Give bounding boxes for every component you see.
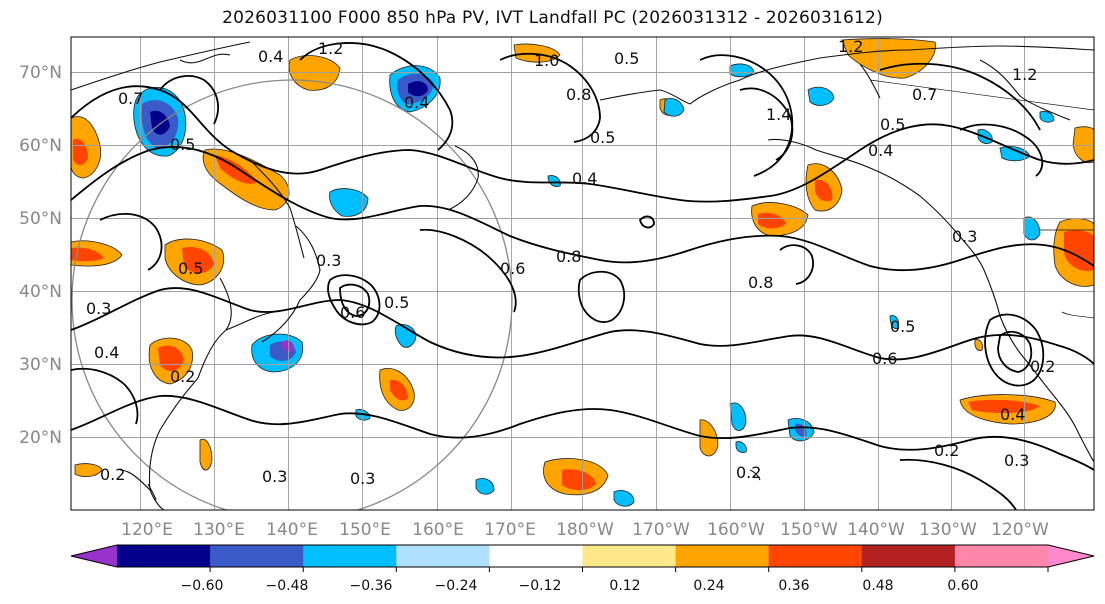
contour-label: 1.0	[534, 51, 559, 70]
contour-label: 0.4	[868, 141, 893, 160]
longitude-label: 150°W	[780, 520, 838, 540]
contour-label: 1.4	[766, 105, 791, 124]
contour-label: 0.4	[404, 93, 429, 112]
contour-label: 0.2	[736, 463, 761, 482]
colorbar-tick-label: 0.36	[778, 578, 809, 594]
longitude-label: 170°W	[632, 520, 690, 540]
gridlines	[71, 37, 1094, 510]
pv-contours	[71, 42, 1094, 510]
contour-label: 0.5	[880, 115, 905, 134]
contour-label: 0.6	[340, 303, 365, 322]
colorbar-tick-label: 0.24	[693, 578, 724, 594]
colorbar-bin	[954, 545, 1049, 567]
colorbar-bin	[396, 545, 490, 567]
contour-label: 0.4	[1000, 405, 1025, 424]
contour-label: 0.4	[94, 343, 119, 362]
colorbar: −0.60 −0.48 −0.36 −0.24 −0.12 0.12 0.24 …	[70, 544, 1095, 594]
longitude-label: 140°W	[847, 520, 905, 540]
colorbar-bin	[768, 545, 863, 567]
contour-label: 0.4	[258, 47, 283, 66]
colorbar-tick-label: −0.36	[350, 578, 393, 594]
latitude-label: 40°N	[19, 282, 62, 302]
colorbar-tick-label: −0.60	[181, 578, 224, 594]
latitude-label: 50°N	[19, 209, 62, 229]
contour-label: 0.3	[952, 227, 977, 246]
contour-label: 0.6	[500, 259, 525, 278]
longitude-label: 170°E	[484, 520, 536, 540]
contour-label: 0.5	[590, 128, 615, 147]
contour-label: 0.3	[316, 251, 341, 270]
colorbar-bin	[117, 545, 211, 567]
colorbar-tick-label: 0.12	[609, 578, 640, 594]
contour-label: 0.4	[572, 169, 597, 188]
longitude-label: 120°E	[121, 520, 173, 540]
colorbar-bin	[489, 545, 584, 567]
colorbar-min-extension	[71, 545, 117, 567]
country-borders	[869, 79, 1094, 319]
longitude-label: 120°W	[991, 520, 1049, 540]
contour-label: 1.2	[318, 39, 343, 58]
contour-label: 0.6	[872, 349, 897, 368]
longitude-label: 160°E	[412, 520, 464, 540]
colorbar-tick-label: −0.24	[435, 578, 478, 594]
contour-label: 0.5	[614, 49, 639, 68]
colorbar-bin	[303, 545, 397, 567]
colorbar-outline	[70, 544, 1095, 568]
colorbar-tick-label: −0.48	[266, 578, 309, 594]
longitude-label: 140°E	[266, 520, 318, 540]
contour-label: 0.5	[170, 135, 195, 154]
longitude-axis: 120°E 130°E 140°E 150°E 160°E 170°E 180°…	[121, 520, 1049, 540]
colorbar-bin	[582, 545, 677, 567]
longitude-label: 150°E	[339, 520, 391, 540]
contour-label: 0.8	[748, 273, 773, 292]
contour-label: 0.3	[350, 469, 375, 488]
contour-label: 0.5	[178, 259, 203, 278]
contour-label: 0.3	[262, 467, 287, 486]
map-title: 2026031100 F000 850 hPa PV, IVT Landfall…	[222, 8, 883, 28]
longitude-label: 180°W	[556, 520, 614, 540]
contour-label: 0.5	[890, 317, 915, 336]
contour-label: 0.3	[86, 299, 111, 318]
contour-label: 0.7	[912, 85, 937, 104]
map-border	[70, 36, 1095, 511]
contour-label: 1.2	[838, 37, 863, 56]
longitude-label: 130°W	[919, 520, 977, 540]
latitude-label: 60°N	[19, 136, 62, 156]
latitude-label: 20°N	[19, 428, 62, 448]
contour-label: 0.2	[100, 465, 125, 484]
reference-circle	[71, 79, 513, 510]
colorbar-bin	[210, 545, 304, 567]
colorbar-bin	[861, 545, 956, 567]
longitude-label: 130°E	[193, 520, 245, 540]
contour-label: 0.7	[118, 89, 143, 108]
colorbar-tick-label: 0.60	[947, 578, 978, 594]
contour-label: 0.8	[556, 247, 581, 266]
colorbar-bin	[675, 545, 770, 567]
colorbar-max-extension	[1048, 545, 1094, 567]
longitude-label: 160°W	[707, 520, 765, 540]
positive-anomaly-shading	[71, 38, 1094, 496]
latitude-label: 30°N	[19, 355, 62, 375]
colorbar-tick-label: −0.12	[519, 578, 562, 594]
contour-label: 0.2	[170, 367, 195, 386]
contour-label: 0.2	[934, 441, 959, 460]
contour-label: 1.2	[1012, 65, 1037, 84]
map-panel: 0.4 0.7 0.4 1.0 0.5 0.8 0.5 0.4 1.2 1.4 …	[71, 37, 1094, 510]
contour-labels: 0.4 0.7 0.4 1.0 0.5 0.8 0.5 0.4 1.2 1.4 …	[86, 37, 1055, 488]
latitude-axis: 70°N 60°N 50°N 40°N 30°N 20°N	[19, 63, 62, 448]
contour-label: 0.5	[384, 293, 409, 312]
latitude-label: 70°N	[19, 63, 62, 83]
contour-label: 0.3	[1004, 451, 1029, 470]
contour-label: 0.8	[566, 85, 591, 104]
colorbar-tick-label: 0.48	[862, 578, 893, 594]
contour-label: 0.2	[1030, 357, 1055, 376]
